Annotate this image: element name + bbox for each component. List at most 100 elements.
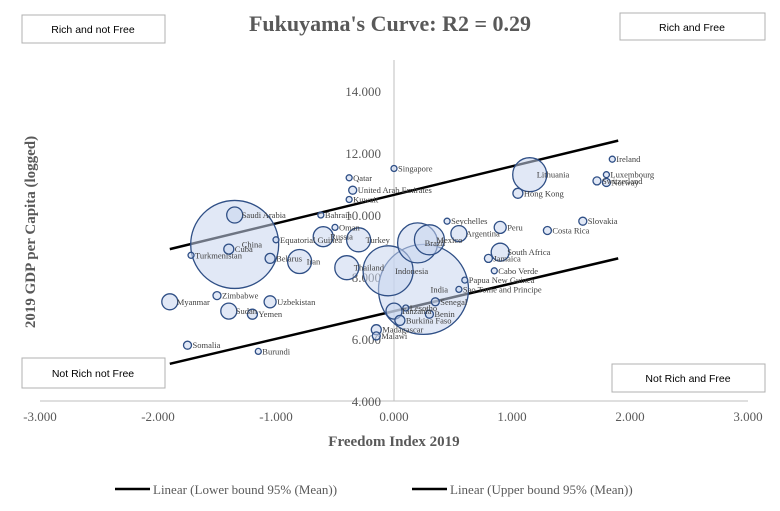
point-label: China (242, 239, 263, 249)
point-label: Hong Kong (524, 188, 565, 198)
point-label: Peru (507, 222, 523, 232)
point-label: Mexico (436, 235, 462, 245)
bubble-point (334, 255, 360, 281)
point-label: Madagascar (382, 325, 423, 335)
bubble-point (602, 171, 611, 179)
y-tick-label: 14.000 (345, 84, 381, 99)
point-label: Myanmar (177, 297, 210, 307)
bubble-point (220, 302, 238, 320)
point-label: South Africa (507, 247, 550, 257)
point-label: Iran (307, 257, 321, 267)
point-label: Switzerland (602, 176, 643, 186)
bubble-point (312, 226, 334, 248)
legend: Linear (Lower bound 95% (Mean)) Linear (… (115, 482, 633, 497)
y-tick-label: 10.000 (345, 208, 381, 223)
point-label: Yemen (258, 309, 282, 319)
point-label: Cuba (235, 244, 253, 254)
bubble-point (190, 199, 280, 290)
point-label: Tanzania (401, 306, 432, 316)
point-label: Jamaica (493, 253, 521, 263)
bubble-point (187, 251, 195, 259)
x-tick-label: 1.000 (497, 409, 526, 424)
bubble-point (461, 276, 469, 284)
point-labels: Singapore Qatar United Arab EmiratesKuwait… (177, 154, 655, 356)
bubble-point (443, 217, 451, 225)
bubble-point (254, 347, 262, 356)
point-label: Cabo Verde (498, 266, 538, 276)
bubble-point (608, 155, 616, 163)
bubble-point (331, 223, 339, 232)
x-tick-labels: -3.000 -2.000 -1.000 0.000 1.000 2.000 3.000 (23, 409, 762, 424)
bubble-point (413, 224, 446, 256)
point-label: Somalia (193, 340, 221, 350)
data-points (161, 155, 616, 356)
point-label: Lesotho (410, 303, 437, 313)
point-label: Senegal (440, 297, 468, 307)
quadrant-label-bottom-right: Not Rich and Free (645, 373, 730, 385)
bubble-point (272, 236, 280, 244)
bubble-point (246, 308, 259, 320)
bubble-point (161, 293, 179, 311)
x-tick-label: 2.000 (615, 409, 644, 424)
point-label: Russia (330, 232, 353, 242)
bubble-point (430, 297, 440, 307)
point-label: Argentina (466, 229, 500, 239)
point-label: Uzbekistan (277, 297, 316, 307)
point-label: Zimbabwe (222, 291, 259, 301)
bubble-point (402, 304, 410, 312)
point-label: India (431, 284, 449, 294)
bubble-point (182, 340, 193, 350)
point-label: Burundi (262, 346, 291, 356)
legend-label-lower: Linear (Lower bound 95% (Mean)) (153, 482, 337, 497)
bubble-point (371, 331, 381, 341)
point-label: Norway (611, 177, 639, 187)
bubble-point (226, 206, 244, 224)
bubble-point (223, 243, 235, 255)
bubble-point (264, 252, 276, 265)
bubble-point (450, 224, 468, 243)
bubble-point (490, 242, 510, 262)
y-tick-label: 4.000 (352, 394, 381, 409)
point-label: Singapore (398, 164, 433, 174)
point-label: Kuwait (353, 195, 379, 205)
x-tick-label: 0.000 (379, 409, 408, 424)
point-label: Malawi (381, 331, 408, 341)
point-label: Qatar (353, 173, 372, 183)
point-label: Benin (434, 309, 455, 319)
bubble-point (490, 267, 498, 275)
point-label: Brazil (425, 238, 446, 248)
point-label: Burkina Faso (406, 315, 452, 325)
point-label: Bahrain (325, 210, 353, 220)
point-label: Turkey (366, 235, 391, 245)
quadrant-label-top-right: Rich and Free (659, 22, 725, 34)
quadrant-label-top-left: Rich and not Free (51, 24, 135, 36)
bubble-point (348, 185, 358, 195)
bubble-point (317, 211, 325, 219)
bubble-point (578, 216, 588, 226)
quadrant-label-bottom-left: Not Rich not Free (52, 368, 134, 380)
bubble-point (394, 314, 406, 327)
point-label: Sao Tome and Principe (463, 284, 542, 294)
bubble-point (286, 248, 313, 275)
point-label: Belarus (276, 253, 302, 263)
bubble-point (512, 157, 548, 193)
point-label: United Arab Emirates (358, 185, 432, 195)
point-label: Ireland (616, 154, 641, 164)
point-label: Oman (339, 222, 361, 232)
bubble-point (512, 187, 524, 199)
point-label: Papua New Guinea (469, 275, 535, 285)
x-tick-label: -2.000 (141, 409, 175, 424)
bubble-point (212, 290, 222, 301)
bubble-point (483, 253, 494, 264)
point-label: Luxembourg (610, 170, 655, 180)
x-tick-label: -3.000 (23, 409, 57, 424)
point-label: Sudan (236, 306, 258, 316)
quadrant-bottom-left: Not Rich not Free (21, 357, 166, 389)
legend-label-upper: Linear (Upper bound 95% (Mean)) (450, 482, 633, 497)
bubble-point (345, 195, 353, 204)
bubble-point (345, 227, 372, 253)
bubble-point (345, 174, 353, 182)
quadrant-top-left: Rich and not Free (21, 14, 166, 44)
y-axis-title: 2019 GDP per Capita (logged) (23, 136, 39, 328)
